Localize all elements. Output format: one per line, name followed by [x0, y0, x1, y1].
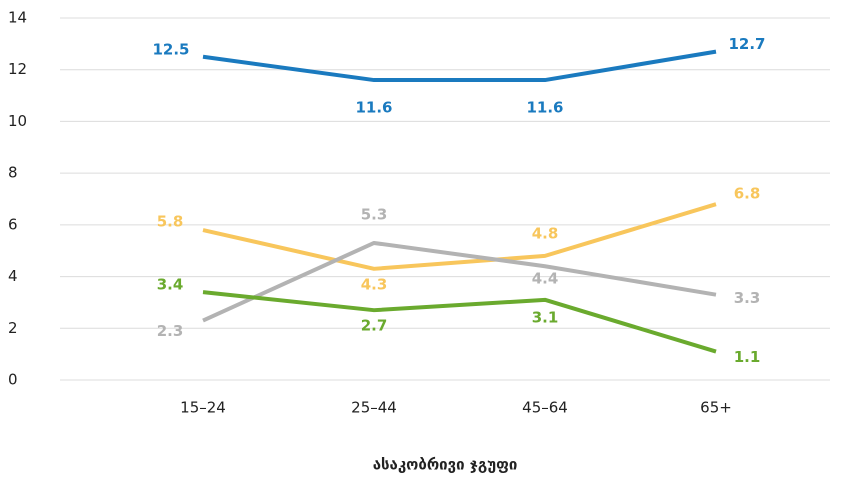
data-label: 6.8: [734, 185, 761, 203]
x-tick-label: 25–44: [351, 399, 397, 417]
y-tick-label: 0: [8, 371, 18, 389]
data-label: 11.6: [526, 99, 563, 117]
y-tick-label: 12: [8, 60, 27, 78]
data-label: 2.7: [361, 317, 388, 335]
data-label: 5.3: [361, 205, 388, 223]
data-label: 3.3: [734, 289, 761, 307]
data-label: 11.6: [355, 99, 392, 117]
data-label: 12.5: [152, 40, 189, 58]
series-line: [202, 202, 717, 271]
data-label: 2.3: [157, 322, 184, 340]
data-label: 3.1: [532, 308, 559, 326]
y-tick-label: 4: [8, 267, 18, 285]
data-label: 4.8: [532, 224, 559, 242]
data-label: 5.8: [157, 213, 184, 231]
y-tick-label: 6: [8, 215, 18, 233]
data-label: 4.4: [532, 270, 559, 288]
y-tick-label: 8: [8, 164, 18, 182]
series-line: [202, 49, 717, 83]
x-tick-label: 65+: [700, 399, 732, 417]
x-tick-label: 15–24: [180, 399, 226, 417]
series-line: [202, 290, 717, 354]
data-label: 3.4: [157, 276, 184, 294]
x-tick-label: 45–64: [522, 399, 568, 417]
series-line: [202, 240, 717, 323]
y-tick-label: 14: [8, 9, 27, 27]
y-tick-label: 2: [8, 319, 18, 337]
data-label: 12.7: [728, 35, 765, 53]
y-tick-label: 10: [8, 112, 27, 130]
data-label: 1.1: [734, 348, 761, 366]
x-axis-title: ასაკობრივი ჯგუფი: [373, 456, 518, 474]
data-label: 4.3: [361, 275, 388, 293]
